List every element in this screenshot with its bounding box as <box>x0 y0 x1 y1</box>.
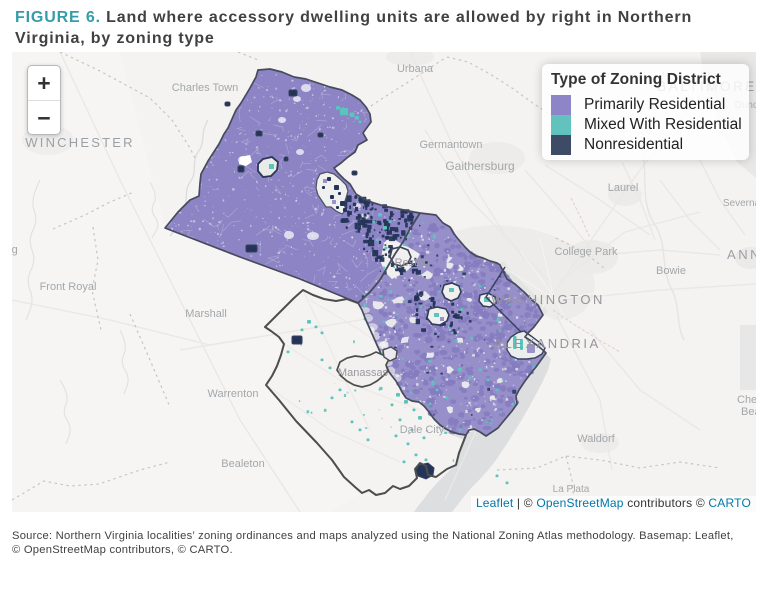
svg-text:rg: rg <box>12 244 18 256</box>
svg-text:La Plata: La Plata <box>553 484 590 495</box>
svg-text:Germantown: Germantown <box>420 139 483 151</box>
svg-text:Gaithersburg: Gaithersburg <box>445 159 514 173</box>
svg-text:Chesap: Chesap <box>737 394 756 406</box>
svg-text:Manassas: Manassas <box>338 367 389 379</box>
svg-text:Charles Town: Charles Town <box>172 82 238 94</box>
svg-text:Front Royal: Front Royal <box>40 281 97 293</box>
svg-text:WINCHESTER: WINCHESTER <box>25 135 134 150</box>
svg-text:Bowie: Bowie <box>656 265 686 277</box>
svg-text:ANNAPO: ANNAPO <box>727 247 756 262</box>
svg-text:Reston: Reston <box>395 257 430 269</box>
svg-text:Urbana: Urbana <box>397 63 434 75</box>
svg-text:College Park: College Park <box>555 246 618 258</box>
svg-text:Dale City: Dale City <box>400 424 445 436</box>
svg-text:Laurel: Laurel <box>608 182 639 194</box>
svg-text:Marshall: Marshall <box>185 308 227 320</box>
svg-text:WASHINGTON: WASHINGTON <box>491 292 605 307</box>
svg-text:Waldorf: Waldorf <box>577 433 615 445</box>
svg-text:Warrenton: Warrenton <box>208 388 259 400</box>
svg-text:Bealeton: Bealeton <box>221 458 264 470</box>
svg-text:Beac: Beac <box>741 406 756 418</box>
svg-text:Severna Pa: Severna Pa <box>723 198 756 209</box>
svg-text:ALEXANDRIA: ALEXANDRIA <box>493 336 600 351</box>
